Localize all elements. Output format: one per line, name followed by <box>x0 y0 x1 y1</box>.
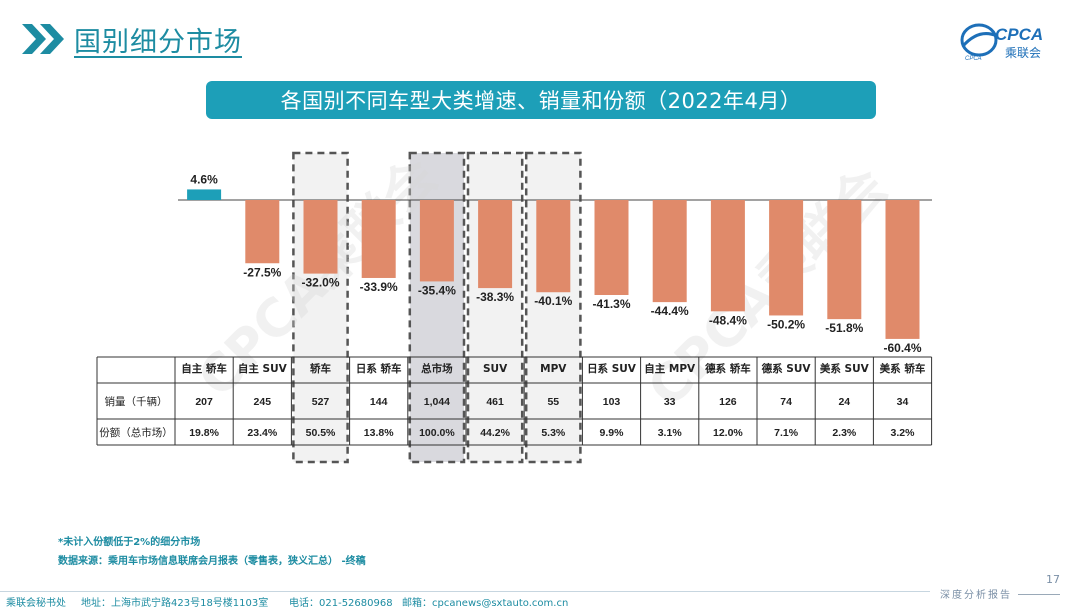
table-cell-0-8: 33 <box>664 396 676 408</box>
bar-9 <box>710 200 745 312</box>
footnote-source: 数据来源：乘用车市场信息联席会月报表（零售表，狭义汇总） -终稿 <box>58 556 366 567</box>
footer-phone: 电话：021-52680968 <box>289 598 393 608</box>
double-chevron-icon <box>22 24 64 54</box>
footer: 乘联会秘书处 地址：上海市武宁路423号18号楼1103室 电话：021-526… <box>0 591 1080 608</box>
bar-label-5: -38.3% <box>476 290 514 304</box>
bar-label-2: -32.0% <box>301 276 339 290</box>
table-cell-1-7: 9.9% <box>600 427 625 439</box>
bar-label-9: -48.4% <box>709 313 747 327</box>
table-cell-1-11: 2.3% <box>832 427 857 439</box>
bar-8 <box>652 200 687 303</box>
table-cell-1-9: 12.0% <box>713 427 743 439</box>
table-cell-1-10: 7.1% <box>774 427 799 439</box>
logo-subtext: 乘联会 <box>1005 46 1041 60</box>
bar-5 <box>478 200 513 289</box>
bar-1 <box>245 200 280 264</box>
table-header-8: 自主 MPV <box>644 362 696 375</box>
bar-label-0: 4.6% <box>190 172 218 186</box>
bar-2 <box>303 200 338 274</box>
cpca-logo: CPCA 乘联会 CPCA <box>960 23 1043 62</box>
bar-0 <box>187 189 222 200</box>
bars: 4.6% -27.5% -32.0% -33.9% -35.4% -38.3% -40.1%… <box>178 172 932 355</box>
table-cell-1-12: 3.2% <box>891 427 916 439</box>
bar-4 <box>419 200 454 282</box>
page-title: 国别细分市场 <box>74 27 242 58</box>
table-cell-1-0: 19.8% <box>189 427 219 439</box>
table-cell-0-11: 24 <box>838 396 850 408</box>
table-cell-1-2: 50.5% <box>306 427 336 439</box>
bar-3 <box>361 200 396 278</box>
bar-label-8: -44.4% <box>651 304 689 318</box>
table-cell-1-8: 3.1% <box>658 427 683 439</box>
report-tag-divider <box>1018 594 1060 595</box>
table-header-5: SUV <box>483 363 508 375</box>
table-cell-0-0: 207 <box>195 396 213 408</box>
table-header-11: 美系 SUV <box>820 362 870 375</box>
table-row-label-0: 销量（千辆） <box>105 395 168 408</box>
table-header-7: 日系 SUV <box>587 362 637 375</box>
table-cell-0-6: 55 <box>547 396 559 408</box>
table-cell-0-12: 34 <box>897 396 909 408</box>
table-cell-0-3: 144 <box>370 396 388 408</box>
bar-label-7: -41.3% <box>592 297 630 311</box>
logo-text: CPCA <box>995 25 1043 44</box>
footer-org: 乘联会秘书处 <box>6 598 66 608</box>
table-header-10: 德系 SUV <box>761 362 812 375</box>
footer-email: 邮箱：cpcanews@sxtauto.com.cn <box>402 598 569 608</box>
table-cell-0-7: 103 <box>603 396 621 408</box>
footer-address: 地址：上海市武宁路423号18号楼1103室 <box>81 598 269 608</box>
page-number: 17 <box>1046 573 1060 586</box>
bar-label-6: -40.1% <box>534 294 572 308</box>
footer-divider <box>0 591 930 592</box>
logo-caption: CPCA <box>965 56 982 62</box>
bar-label-4: -35.4% <box>418 283 456 297</box>
bar-12 <box>885 200 920 339</box>
table-row-label-1: 份额（总市场） <box>99 426 173 439</box>
bar-7 <box>594 200 629 295</box>
table-header-2: 轿车 <box>310 362 331 375</box>
data-table: 自主 轿车 自主 SUV 轿车 日系 轿车 总市场 SUV MPV 日系 SUV 自主 MPV 德… <box>96 356 933 446</box>
growth-bar-chart: CPCA乘联会 CPCA乘联会 4.6%-27.5%-32.0% -33.9% -35… <box>96 147 933 464</box>
highlight-column-4 <box>408 151 466 464</box>
table-cell-0-9: 126 <box>719 396 737 408</box>
report-tag: 深度分析报告 <box>940 590 1012 601</box>
table-header-3: 日系 轿车 <box>356 362 402 375</box>
header: 国别细分市场 CPCA 乘联会 CPCA <box>0 0 1080 70</box>
bar-label-1: -27.5% <box>243 265 281 279</box>
bar-label-10: -50.2% <box>767 317 805 331</box>
bar-6 <box>536 200 571 293</box>
bar-label-3: -33.9% <box>360 280 398 294</box>
footnote-note: *未计入份额低于2%的细分市场 <box>58 537 201 548</box>
bar-11 <box>827 200 862 320</box>
highlight-column-5 <box>466 151 524 464</box>
table-header-12: 美系 轿车 <box>880 362 926 375</box>
table-cell-1-3: 13.8% <box>364 427 394 439</box>
table-cell-0-1: 245 <box>254 396 272 408</box>
chart-title: 各国别不同车型大类增速、销量和份额（2022年4月） <box>280 89 802 113</box>
table-cell-0-10: 74 <box>780 396 792 408</box>
table-cell-1-6: 5.3% <box>541 427 566 439</box>
table-cell-0-2: 527 <box>312 396 330 408</box>
chart-title-banner: 各国别不同车型大类增速、销量和份额（2022年4月） <box>206 81 876 119</box>
bar-10 <box>769 200 804 316</box>
table-cell-0-4: 1,044 <box>424 396 450 408</box>
table-header-0: 自主 轿车 <box>181 362 227 375</box>
table-header-4: 总市场 <box>421 362 453 375</box>
table-cell-1-5: 44.2% <box>480 427 510 439</box>
bar-label-12: -60.4% <box>883 341 921 355</box>
table-header-9: 德系 轿车 <box>704 362 751 375</box>
table-cell-0-5: 461 <box>486 396 504 408</box>
table-header-1: 自主 SUV <box>238 362 288 375</box>
table-header-6: MPV <box>540 363 567 375</box>
bar-label-11: -51.8% <box>825 321 863 335</box>
table-cell-1-4: 100.0% <box>419 427 455 439</box>
table-cell-1-1: 23.4% <box>247 427 277 439</box>
